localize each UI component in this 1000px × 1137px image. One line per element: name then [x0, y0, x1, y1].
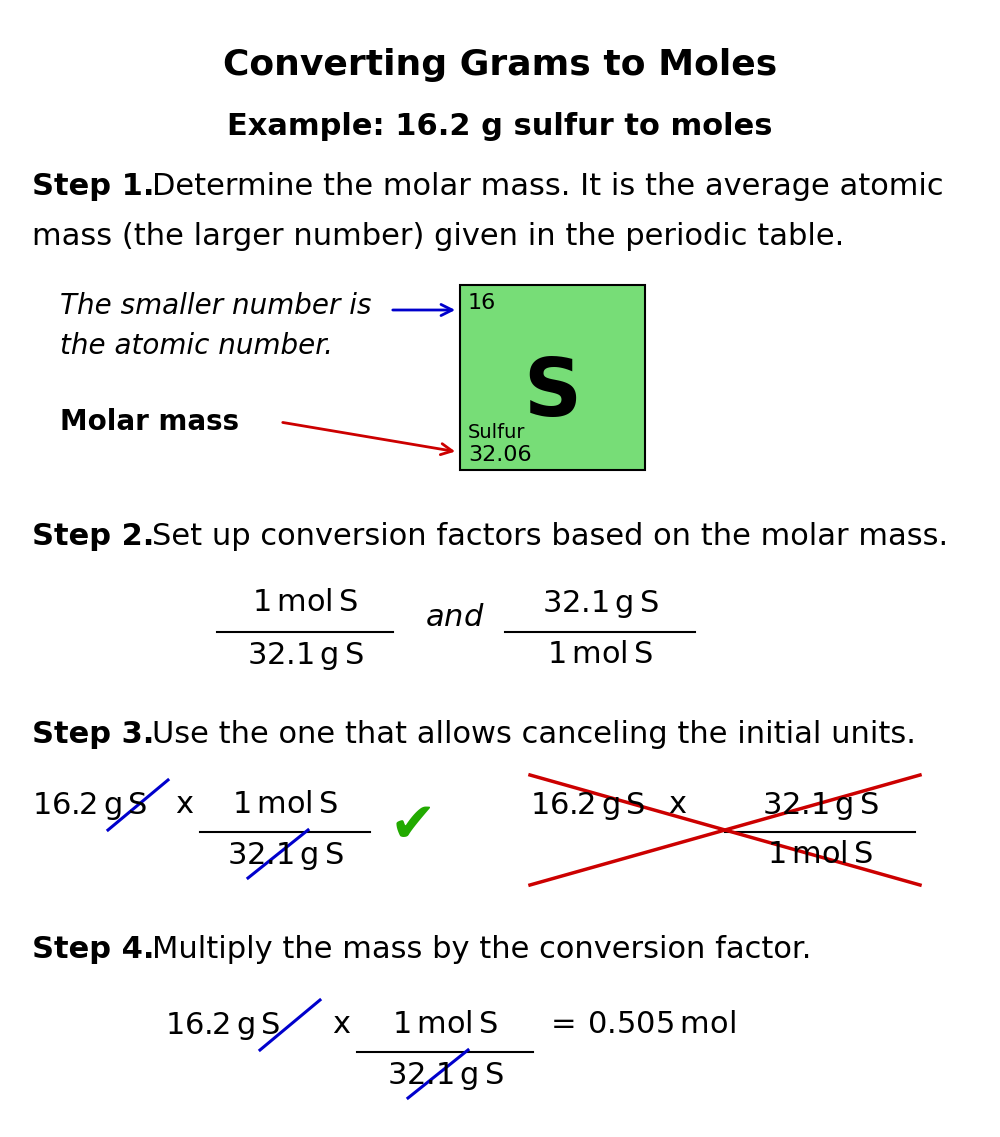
Text: mass (the larger number) given in the periodic table.: mass (the larger number) given in the pe… — [32, 222, 844, 251]
Text: $16.2\,\mathrm{g\,S}$: $16.2\,\mathrm{g\,S}$ — [32, 790, 147, 822]
Text: Step 3.: Step 3. — [32, 720, 154, 749]
Text: $16.2\,\mathrm{g\,S}$: $16.2\,\mathrm{g\,S}$ — [530, 790, 645, 822]
Text: Multiply the mass by the conversion factor.: Multiply the mass by the conversion fact… — [152, 935, 811, 964]
Text: S: S — [524, 355, 582, 433]
Text: $32.1\,\mathrm{g\,S}$: $32.1\,\mathrm{g\,S}$ — [247, 640, 363, 672]
Text: 16: 16 — [468, 293, 496, 313]
Text: $1\,\mathrm{mol\,S}$: $1\,\mathrm{mol\,S}$ — [232, 790, 338, 819]
Text: Set up conversion factors based on the molar mass.: Set up conversion factors based on the m… — [152, 522, 948, 551]
Text: $=\,0.505\,\mathrm{mol}$: $=\,0.505\,\mathrm{mol}$ — [545, 1010, 736, 1039]
Text: $\mathit{and}$: $\mathit{and}$ — [425, 604, 485, 632]
Text: $1\,\mathrm{mol\,S}$: $1\,\mathrm{mol\,S}$ — [252, 588, 358, 617]
Text: Step 1.: Step 1. — [32, 172, 154, 201]
Text: Example: 16.2 g sulfur to moles: Example: 16.2 g sulfur to moles — [227, 113, 773, 141]
Text: $\mathrm{x}$: $\mathrm{x}$ — [668, 790, 687, 819]
Text: $32.1\,\mathrm{g\,S}$: $32.1\,\mathrm{g\,S}$ — [227, 840, 343, 872]
Text: $1\,\mathrm{mol\,S}$: $1\,\mathrm{mol\,S}$ — [547, 640, 653, 669]
Text: Step 2.: Step 2. — [32, 522, 154, 551]
Text: 32.06: 32.06 — [468, 445, 532, 465]
Text: Determine the molar mass. It is the average atomic: Determine the molar mass. It is the aver… — [152, 172, 944, 201]
Text: Use the one that allows canceling the initial units.: Use the one that allows canceling the in… — [152, 720, 916, 749]
Text: $\mathrm{x}$: $\mathrm{x}$ — [332, 1010, 351, 1039]
Text: Sulfur: Sulfur — [468, 423, 526, 442]
Text: The smaller number is: The smaller number is — [60, 292, 372, 319]
Text: $1\,\mathrm{mol\,S}$: $1\,\mathrm{mol\,S}$ — [767, 840, 873, 869]
Text: $32.1\,\mathrm{g\,S}$: $32.1\,\mathrm{g\,S}$ — [542, 588, 658, 620]
Text: $32.1\,\mathrm{g\,S}$: $32.1\,\mathrm{g\,S}$ — [762, 790, 878, 822]
Text: $1\,\mathrm{mol\,S}$: $1\,\mathrm{mol\,S}$ — [392, 1010, 498, 1039]
Text: Molar mass: Molar mass — [60, 408, 239, 435]
Text: Step 4.: Step 4. — [32, 935, 154, 964]
Text: ✔: ✔ — [390, 800, 436, 854]
Text: $\mathrm{x}$: $\mathrm{x}$ — [175, 790, 194, 819]
Text: $32.1\,\mathrm{g\,S}$: $32.1\,\mathrm{g\,S}$ — [387, 1060, 503, 1092]
Bar — [460, 285, 645, 470]
Text: Converting Grams to Moles: Converting Grams to Moles — [223, 48, 777, 82]
Text: the atomic number.: the atomic number. — [60, 332, 333, 360]
Text: $16.2\,\mathrm{g\,S}$: $16.2\,\mathrm{g\,S}$ — [165, 1010, 280, 1041]
